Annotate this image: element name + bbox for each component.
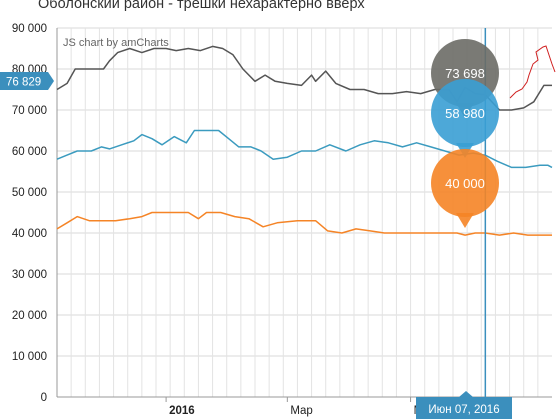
y-cursor-value: 76 829 [6,77,41,89]
y-tick-label: 60 000 [12,146,47,158]
x-tick-label: 2016 [169,405,195,417]
y-tick-label: 30 000 [12,269,47,281]
y-tick-label: 40 000 [12,228,47,240]
series-line-3[interactable] [56,211,552,236]
x-cursor-date: Июн 07, 2016 [428,404,499,416]
y-cursor-label: 76 829 [0,72,54,90]
x-tick-label: Мар [290,405,313,417]
y-tick-label: 20 000 [12,310,47,322]
x-axis: 2016МарМай [165,397,436,417]
balloon-value-label: 73 698 [445,66,485,81]
hand-drawn-annotation [509,45,556,99]
value-balloon [431,149,499,217]
cursor-balloons: 73 698 58 980 40 000 [431,39,499,228]
y-tick-label: 70 000 [12,105,47,117]
y-tick-label: 10 000 [12,351,47,363]
amcharts-credit[interactable]: JS chart by amCharts [63,37,169,49]
chart-title: Оболонский район - трешки нехарактерно в… [38,0,365,12]
value-balloon [431,79,499,147]
x-cursor-label: Июн 07, 2016 [416,391,512,419]
y-tick-label: 50 000 [12,187,47,199]
y-tick-label: 0 [41,392,47,404]
y-tick-label: 90 000 [12,23,47,35]
balloon-pointer [456,213,474,228]
balloon-value-label: 58 980 [445,106,485,121]
balloon-value-label: 40 000 [445,176,485,191]
